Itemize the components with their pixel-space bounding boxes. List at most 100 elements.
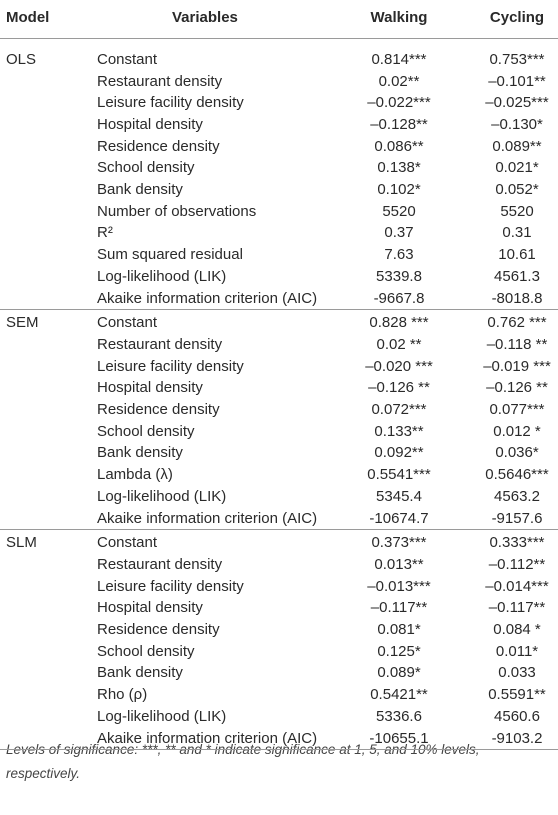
cycling-value: –0.014*** (485, 577, 549, 595)
variable: Hospital density (97, 379, 203, 397)
variable: Restaurant density (97, 335, 223, 353)
group-rule (0, 749, 558, 750)
variable: School density (97, 422, 195, 440)
cycling-value: 0.762 *** (487, 314, 547, 332)
variable: Log-likelihood (LIK) (97, 707, 227, 725)
model-label: SEM (6, 314, 39, 332)
walking-value: 0.081* (377, 621, 421, 639)
walking-value: –0.020 *** (365, 357, 433, 375)
cycling-value: 10.61 (498, 246, 536, 264)
group-rule (0, 529, 558, 530)
walking-value: –0.013*** (367, 577, 431, 595)
cycling-value: 4560.6 (494, 707, 540, 725)
header-variables: Variables (172, 9, 238, 26)
cycling-value: 0.077*** (489, 401, 545, 419)
variable: Restaurant density (97, 72, 223, 90)
variable: School density (97, 642, 195, 660)
variable: Lambda (λ) (97, 466, 173, 484)
cycling-value: 4563.2 (494, 487, 540, 505)
header-model: Model (6, 9, 50, 26)
cycling-value: –0.101** (488, 72, 546, 90)
cycling-value: 0.011* (495, 642, 539, 660)
walking-value: 0.072*** (371, 401, 427, 419)
variable: Constant (97, 534, 158, 552)
walking-value: 0.086** (374, 137, 424, 155)
walking-value: 0.138* (377, 159, 421, 177)
walking-value: 0.814*** (371, 50, 427, 68)
walking-value: 5339.8 (376, 267, 422, 285)
cycling-value: 0.012 * (493, 422, 541, 440)
cycling-value: –0.130* (491, 115, 543, 133)
walking-value: 5520 (382, 202, 416, 220)
variable: Leisure facility density (97, 357, 244, 375)
cycling-value: 4561.3 (494, 267, 540, 285)
variable: School density (97, 159, 195, 177)
variable: Constant (97, 50, 158, 68)
variable: Leisure facility density (97, 577, 244, 595)
cycling-value: -8018.8 (491, 289, 543, 307)
variable: Residence density (97, 137, 220, 155)
walking-value: –0.128** (370, 115, 428, 133)
cycling-value: –0.112** (488, 555, 546, 573)
cycling-value: 0.021* (495, 159, 539, 177)
variable: Akaike information criterion (AIC) (97, 509, 318, 527)
cycling-value: 0.5646*** (485, 466, 549, 484)
variable: Leisure facility density (97, 94, 244, 112)
variable: R² (97, 224, 113, 242)
cycling-value: -9103.2 (491, 729, 543, 747)
variable: Akaike information criterion (AIC) (97, 289, 318, 307)
walking-value: 5336.6 (376, 707, 422, 725)
variable: Constant (97, 314, 158, 332)
walking-value: -9667.8 (373, 289, 425, 307)
variable: Restaurant density (97, 555, 223, 573)
walking-value: 0.5541*** (367, 466, 431, 484)
variable: Number of observations (97, 202, 257, 220)
walking-value: 0.133** (374, 422, 424, 440)
walking-value: –0.126 ** (368, 379, 430, 397)
header-rule (0, 38, 558, 39)
variable: Residence density (97, 621, 220, 639)
variable: Log-likelihood (LIK) (97, 267, 227, 285)
cycling-value: –0.117** (488, 599, 546, 617)
walking-value: -10655.1 (369, 729, 429, 747)
variable: Rho (ρ) (97, 686, 148, 704)
variable: Akaike information criterion (AIC) (97, 729, 318, 747)
header-walking: Walking (370, 9, 428, 26)
variable: Bank density (97, 444, 183, 462)
walking-value: 0.092** (374, 444, 424, 462)
cycling-value: –0.126 ** (486, 379, 548, 397)
walking-value: 0.125* (377, 642, 421, 660)
cycling-value: 0.033 (498, 664, 536, 682)
group-rule (0, 309, 558, 310)
cycling-value: 0.084 * (493, 621, 541, 639)
variable: Residence density (97, 401, 220, 419)
walking-value: 0.373*** (371, 534, 427, 552)
walking-value: 0.02** (378, 72, 420, 90)
cycling-value: 0.036* (495, 444, 539, 462)
walking-value: 0.828 *** (369, 314, 429, 332)
walking-value: 0.37 (384, 224, 414, 242)
variable: Log-likelihood (LIK) (97, 487, 227, 505)
variable: Sum squared residual (97, 246, 243, 264)
variable: Bank density (97, 664, 183, 682)
walking-value: –0.022*** (367, 94, 431, 112)
cycling-value: 0.5591** (488, 686, 546, 704)
walking-value: 7.63 (384, 246, 414, 264)
walking-value: 0.5421** (370, 686, 428, 704)
cycling-value: –0.019 *** (483, 357, 551, 375)
variable: Hospital density (97, 599, 203, 617)
walking-value: 0.102* (377, 181, 421, 199)
cycling-value: 0.753*** (489, 50, 545, 68)
variable: Bank density (97, 181, 183, 199)
walking-value: 0.089* (377, 664, 421, 682)
model-label: OLS (6, 50, 37, 68)
walking-value: 5345.4 (376, 487, 422, 505)
walking-value: 0.013** (374, 555, 424, 573)
header-cycling: Cycling (489, 9, 545, 26)
cycling-value: –0.025*** (485, 94, 549, 112)
cycling-value: 0.089** (492, 137, 542, 155)
walking-value: 0.02 ** (376, 335, 422, 353)
cycling-value: 0.333*** (489, 534, 545, 552)
cycling-value: -9157.6 (491, 509, 543, 527)
